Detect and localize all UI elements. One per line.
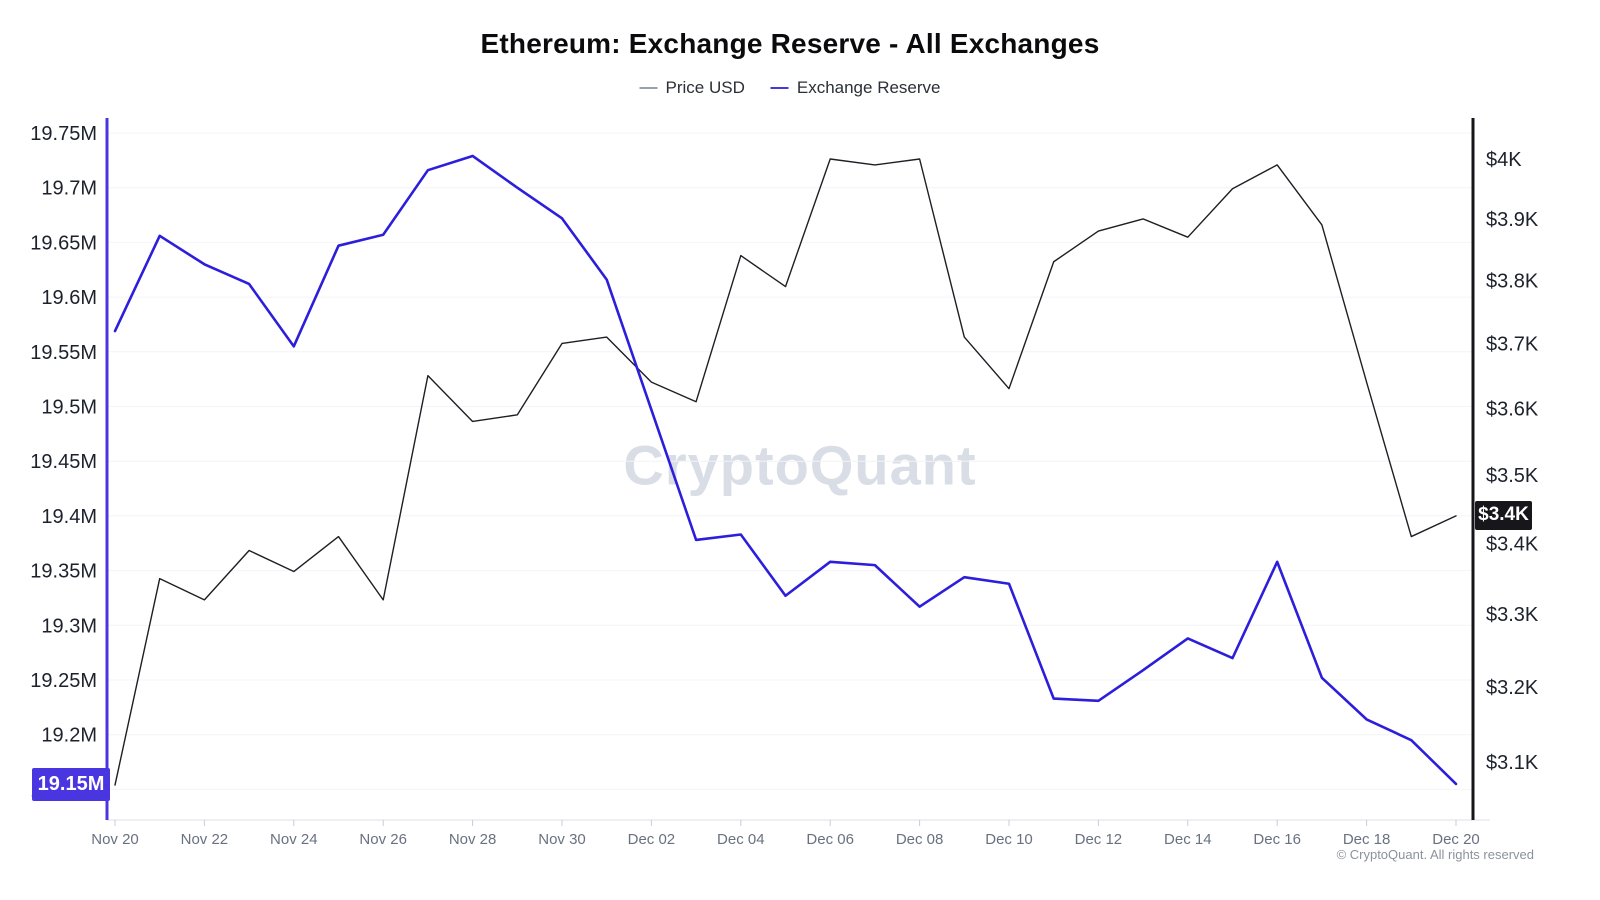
x-axis-tick-label: Dec 14 [1164,831,1212,848]
legend-line-swatch-reserve [770,87,789,89]
y-axis-left-tick-label: 19.35M [30,561,97,583]
x-axis-tick-label: Dec 08 [896,831,944,848]
y-axis-left-tick-label: 19.2M [41,725,97,747]
y-axis-left-tick-label: 19.7M [41,178,97,200]
y-axis-left-tick-label: 19.75M [30,123,97,145]
y-axis-left-tick-label: 19.3M [41,615,97,637]
y-axis-right-tick-label: $3.2K [1486,677,1539,699]
y-axis-left-tick-label: 19.65M [30,232,97,254]
y-axis-right-tick-label: $3.1K [1486,752,1539,774]
copyright-notice: © CryptoQuant. All rights reserved [1336,847,1534,862]
y-axis-left-tick-label: 19.4M [41,506,97,528]
legend-item-exchange-reserve[interactable]: Exchange Reserve [770,78,941,98]
y-axis-right-tick-label: $3.8K [1486,270,1539,292]
legend: Price USD Exchange Reserve [639,78,941,98]
x-axis-tick-label: Nov 26 [359,831,407,848]
y-axis-left-tick-label: 19.55M [30,342,97,364]
series-line-price-usd [114,158,1457,786]
y-axis-right-tick-label: $3.3K [1486,604,1539,626]
y-axis-right-tick-label: $3.9K [1486,209,1539,231]
x-axis-tick-label: Dec 06 [806,831,854,848]
chart-title: Ethereum: Exchange Reserve - All Exchang… [480,28,1100,59]
y-axis-right-tick-label: $3.6K [1486,398,1539,420]
y-axis-right-tick-label: $3.4K [1486,534,1539,556]
series-line-exchange-reserve [113,154,1458,786]
x-axis-tick-label: Nov 20 [91,831,139,848]
y-axis-left-tick-label: 19.25M [30,670,97,692]
y-axis-right-tick-label: $3.7K [1486,333,1539,355]
legend-line-swatch-price [639,87,658,89]
x-axis-tick-label: Nov 28 [449,831,497,848]
y-axis-left-tick-label: 19.6M [41,287,97,309]
y-axis-left-tick-label: 19.5M [41,397,97,419]
current-price-badge: $3.4K [1475,500,1532,530]
x-axis-tick-label: Nov 22 [181,831,229,848]
legend-label-price: Price USD [665,78,745,97]
cryptoquant-watermark: CryptoQuant [623,433,977,497]
x-axis-tick-label: Nov 30 [538,831,586,848]
x-axis-tick-label: Dec 20 [1432,831,1480,848]
x-axis-tick-label: Dec 16 [1253,831,1301,848]
y-axis-right-tick-label: $4K [1486,149,1522,171]
legend-item-price-usd[interactable]: Price USD [639,78,745,98]
current-reserve-badge: 19.15M [32,767,110,801]
x-axis-tick-label: Dec 12 [1075,831,1123,848]
y-axis-left-tick-label: 19.45M [30,451,97,473]
x-axis-tick-label: Nov 24 [270,831,318,848]
legend-label-reserve: Exchange Reserve [796,78,941,97]
x-axis-tick-label: Dec 18 [1343,831,1391,848]
x-axis-tick-label: Dec 02 [628,831,676,848]
x-axis-tick-label: Dec 04 [717,831,765,848]
y-axis-right-tick-label: $3.5K [1486,465,1539,487]
x-axis-tick-label: Dec 10 [985,831,1033,848]
